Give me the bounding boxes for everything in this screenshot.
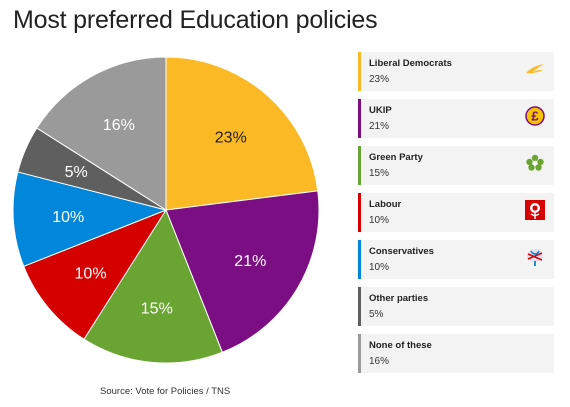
lib-dem-bird-icon [524,59,546,79]
slice-label-green-party: 15% [141,300,173,317]
green-party-flower-icon [524,153,546,173]
legend-label: UKIP [369,105,392,116]
slice-label-liberal-democrats: 23% [215,130,247,147]
legend-label: Liberal Democrats [369,58,452,69]
legend-item-green-party: Green Party 15% [358,146,554,185]
legend-value: 16% [369,356,390,367]
legend-value: 15% [369,168,390,179]
pie-slice-conservatives [12,171,168,267]
pie-slice-none-of-these [36,56,167,211]
legend-value: 23% [369,74,390,85]
pie-slice-ukip [165,190,320,353]
legend-item-none-of-these: None of these 16% [358,334,554,373]
pie-svg: 23% 21% 15% 10% 10% 5% 16% [12,56,320,364]
ukip-pound-icon: £ [524,106,546,126]
legend-label: None of these [369,340,432,351]
slice-label-none-of-these: 16% [103,117,135,134]
conservative-tree-icon [524,247,546,267]
legend-value: 10% [369,215,390,226]
pie-slice-green-party [83,208,223,364]
legend-item-ukip: UKIP 21% £ [358,99,554,138]
chart-title: Most preferred Education policies [13,6,378,34]
slice-label-conservatives: 10% [52,209,84,226]
legend-label: Other parties [369,293,429,304]
legend-item-liberal-democrats: Liberal Democrats 23% [358,52,554,91]
slice-label-ukip: 21% [234,253,266,270]
legend-value: 21% [369,121,390,132]
legend-label: Conservatives [369,246,434,257]
legend: Liberal Democrats 23% UKIP 21% £ Green Party 1… [358,52,554,381]
pie-slice-labour [23,208,168,340]
legend-label: Labour [369,199,402,210]
legend-value: 5% [369,309,384,320]
slice-label-labour: 10% [75,265,107,282]
slice-label-other-parties: 5% [65,164,88,181]
legend-label: Green Party [369,152,423,163]
legend-item-other-parties: Other parties 5% [358,287,554,326]
legend-item-conservatives: Conservatives 10% [358,240,554,279]
legend-item-labour: Labour 10% [358,193,554,232]
svg-text:£: £ [531,109,539,124]
labour-rose-icon [524,200,546,220]
pie-slice-liberal-democrats [165,56,319,211]
source-note: Source: Vote for Policies / TNS [100,386,231,397]
legend-value: 10% [369,262,390,273]
pie-chart: 23% 21% 15% 10% 10% 5% 16% [0,40,340,380]
